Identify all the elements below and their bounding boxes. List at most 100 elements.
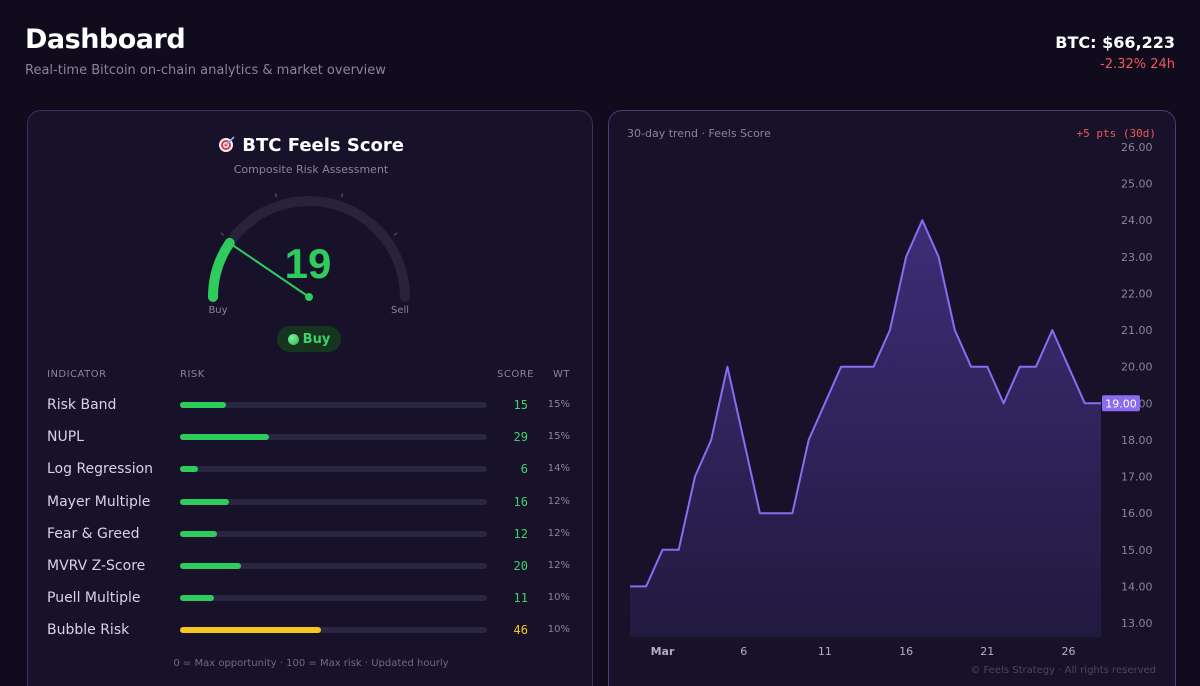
indicator-table: Risk Band 15 15% NUPL 29 15% Log Regression 6 14… (28, 389, 594, 647)
indicator-weight: 12% (547, 495, 570, 507)
col-header-indicator: INDICATOR (47, 369, 107, 380)
indicator-weight: 12% (547, 527, 570, 539)
y-tick-label: 15.00 (1121, 544, 1153, 557)
indicator-weight: 10% (547, 624, 570, 636)
score-subtitle: Composite Risk Assessment (233, 163, 389, 176)
gauge-tick (274, 193, 278, 198)
y-tick-label: 16.00 (1121, 507, 1153, 520)
y-axis-ticks: 26.0025.0024.0023.0022.0021.0020.0019.00… (1121, 141, 1153, 630)
x-tick-label: 6 (740, 645, 747, 658)
gauge-tick (340, 193, 344, 198)
y-tick-label: 26.00 (1121, 141, 1153, 154)
gauge-sell-label: Sell (391, 305, 409, 316)
current-value-box (1102, 395, 1140, 412)
table-row: Fear & Greed 12 12% (28, 518, 594, 550)
trend-chart: 26.00 25.00 24.00 23.00 22.00 21.00 20.00 19.00… (630, 141, 1153, 658)
signal-badge-label: Buy (302, 331, 331, 347)
indicator-label: MVRV Z-Score (47, 557, 146, 574)
table-row: NUPL 29 15% (28, 421, 594, 453)
watermark: © Feels Strategy · All rights reserved (970, 665, 1156, 676)
y-tick-label: 18.00 (1121, 434, 1153, 447)
indicator-score: 20 (513, 558, 528, 573)
risk-bar-track (180, 627, 487, 634)
y-tick-label: 23.00 (1121, 251, 1153, 264)
col-header-score: SCORE (497, 369, 534, 380)
indicator-weight: 15% (547, 399, 570, 410)
indicator-score: 46 (513, 623, 528, 638)
gauge-fill (208, 238, 235, 302)
x-tick-label: 26 (1062, 645, 1076, 658)
current-value-marker: 19.00 (1102, 395, 1140, 412)
score-title: BTC Feels Score (28, 135, 594, 156)
trend-area (630, 220, 1101, 637)
indicator-label: Fear & Greed (47, 525, 140, 542)
page-title: Dashboard (25, 24, 186, 55)
table-row: Puell Multiple 11 10% (28, 582, 594, 614)
x-tick-label: Mar (651, 645, 675, 658)
indicator-weight: 14% (547, 463, 570, 475)
indicator-score: 12 (513, 526, 528, 541)
indicator-label: NUPL (47, 429, 84, 446)
y-tick-label: 13.00 (1121, 617, 1153, 630)
indicator-weight: 12% (547, 559, 570, 571)
gauge-needle-tip (224, 238, 235, 249)
col-header-risk: RISK (180, 369, 205, 380)
gauge-tick (220, 232, 225, 236)
y-tick-label: 24.00 (1121, 214, 1153, 227)
score-gauge: 19 Buy Sell (208, 193, 410, 316)
indicator-label: Puell Multiple (47, 590, 141, 607)
table-row: Bubble Risk 46 10% (28, 614, 594, 646)
table-row: Mayer Multiple 16 12% (28, 486, 594, 518)
indicator-label: Bubble Risk (47, 622, 130, 639)
trend-label: 30-day trend · Feels Score (627, 127, 771, 140)
risk-bar-track (180, 595, 487, 602)
indicator-score: 16 (513, 494, 528, 509)
risk-bar-fill (180, 434, 270, 441)
indicator-weight: 10% (547, 592, 570, 604)
indicator-label: Risk Band (47, 397, 117, 413)
risk-bar-track (180, 562, 487, 569)
table-row: Log Regression 6 14% (28, 453, 594, 485)
y-tick-label: 20.00 (1121, 361, 1153, 374)
x-tick-label: 21 (980, 645, 994, 658)
target-icon (219, 136, 235, 152)
col-header-wt: WT (553, 369, 570, 380)
y-tick-label: 14.00 (1121, 580, 1153, 593)
indicator-weight: 15% (547, 431, 570, 443)
risk-bar-fill (180, 595, 214, 602)
feels-score-panel: 19 Buy Sell BTC Feels Score Composite Ri… (27, 110, 593, 686)
score-title-text: BTC Feels Score (242, 135, 404, 156)
y-tick-label: 22.00 (1121, 287, 1153, 300)
table-row: MVRV Z-Score 20 12% (28, 550, 594, 582)
x-axis-ticks: Mar 6 11 16 21 26 (651, 645, 1076, 658)
x-tick-label: 11 (818, 645, 832, 658)
y-tick-label: 17.00 (1121, 471, 1153, 484)
risk-bar-track (180, 530, 487, 537)
table-row: Risk Band 15 15% (28, 389, 594, 421)
trend-line (630, 219, 1101, 588)
indicator-score: 11 (513, 591, 528, 606)
gauge-tick (393, 232, 398, 236)
indicator-label: Log Regression (47, 461, 154, 478)
risk-bar-track (180, 498, 487, 505)
signal-badge: Buy (277, 326, 341, 352)
risk-bar-track (180, 434, 487, 441)
indicator-score: 29 (513, 430, 528, 445)
table-footnote: 0 = Max opportunity · 100 = Max risk · U… (173, 658, 449, 669)
x-tick-label: 16 (899, 645, 913, 658)
risk-bar-fill (180, 530, 217, 537)
page-subtitle: Real-time Bitcoin on-chain analytics & m… (25, 63, 386, 78)
risk-bar-track (180, 466, 487, 473)
risk-bar-track (180, 402, 487, 408)
risk-bar-fill (180, 627, 322, 634)
current-value-label: 19.00 (1105, 397, 1137, 410)
risk-bar-fill (180, 402, 227, 408)
indicator-label: Mayer Multiple (47, 493, 151, 510)
btc-price: BTC: $66,223 (1055, 33, 1175, 52)
signal-dot-icon (287, 333, 299, 345)
trend-change: +5 pts (30d) (1076, 127, 1156, 140)
trend-panel: 26.00 25.00 24.00 23.00 22.00 21.00 20.00 19.00… (608, 110, 1176, 686)
gauge-ticks (220, 193, 398, 236)
gauge-hub (305, 293, 313, 301)
indicator-score: 6 (520, 462, 528, 477)
